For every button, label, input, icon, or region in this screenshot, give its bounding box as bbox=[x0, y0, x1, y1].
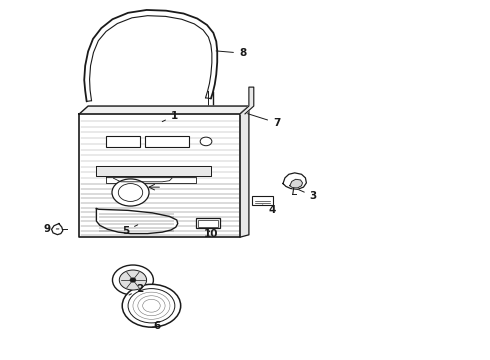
Text: 3: 3 bbox=[299, 190, 317, 201]
Text: 6: 6 bbox=[152, 321, 161, 332]
Circle shape bbox=[200, 137, 212, 146]
Polygon shape bbox=[51, 224, 63, 235]
Text: 7: 7 bbox=[247, 114, 280, 128]
Polygon shape bbox=[240, 87, 254, 114]
Text: 8: 8 bbox=[216, 48, 246, 58]
FancyBboxPatch shape bbox=[106, 136, 140, 147]
Text: 2: 2 bbox=[129, 284, 144, 295]
Polygon shape bbox=[283, 173, 306, 189]
Polygon shape bbox=[290, 179, 302, 188]
Polygon shape bbox=[79, 106, 249, 114]
Text: 1: 1 bbox=[162, 111, 178, 122]
Polygon shape bbox=[240, 106, 249, 237]
Text: 4: 4 bbox=[263, 205, 275, 215]
Text: 10: 10 bbox=[204, 229, 218, 239]
FancyBboxPatch shape bbox=[196, 218, 220, 228]
Polygon shape bbox=[79, 114, 240, 237]
Polygon shape bbox=[97, 166, 211, 176]
Circle shape bbox=[112, 179, 149, 206]
Text: 9: 9 bbox=[44, 224, 59, 234]
Circle shape bbox=[119, 270, 147, 290]
Circle shape bbox=[130, 278, 136, 282]
Polygon shape bbox=[97, 208, 178, 234]
Text: 5: 5 bbox=[122, 225, 138, 236]
Circle shape bbox=[122, 284, 181, 327]
FancyBboxPatch shape bbox=[252, 197, 273, 205]
FancyBboxPatch shape bbox=[145, 136, 189, 147]
Circle shape bbox=[113, 265, 153, 295]
